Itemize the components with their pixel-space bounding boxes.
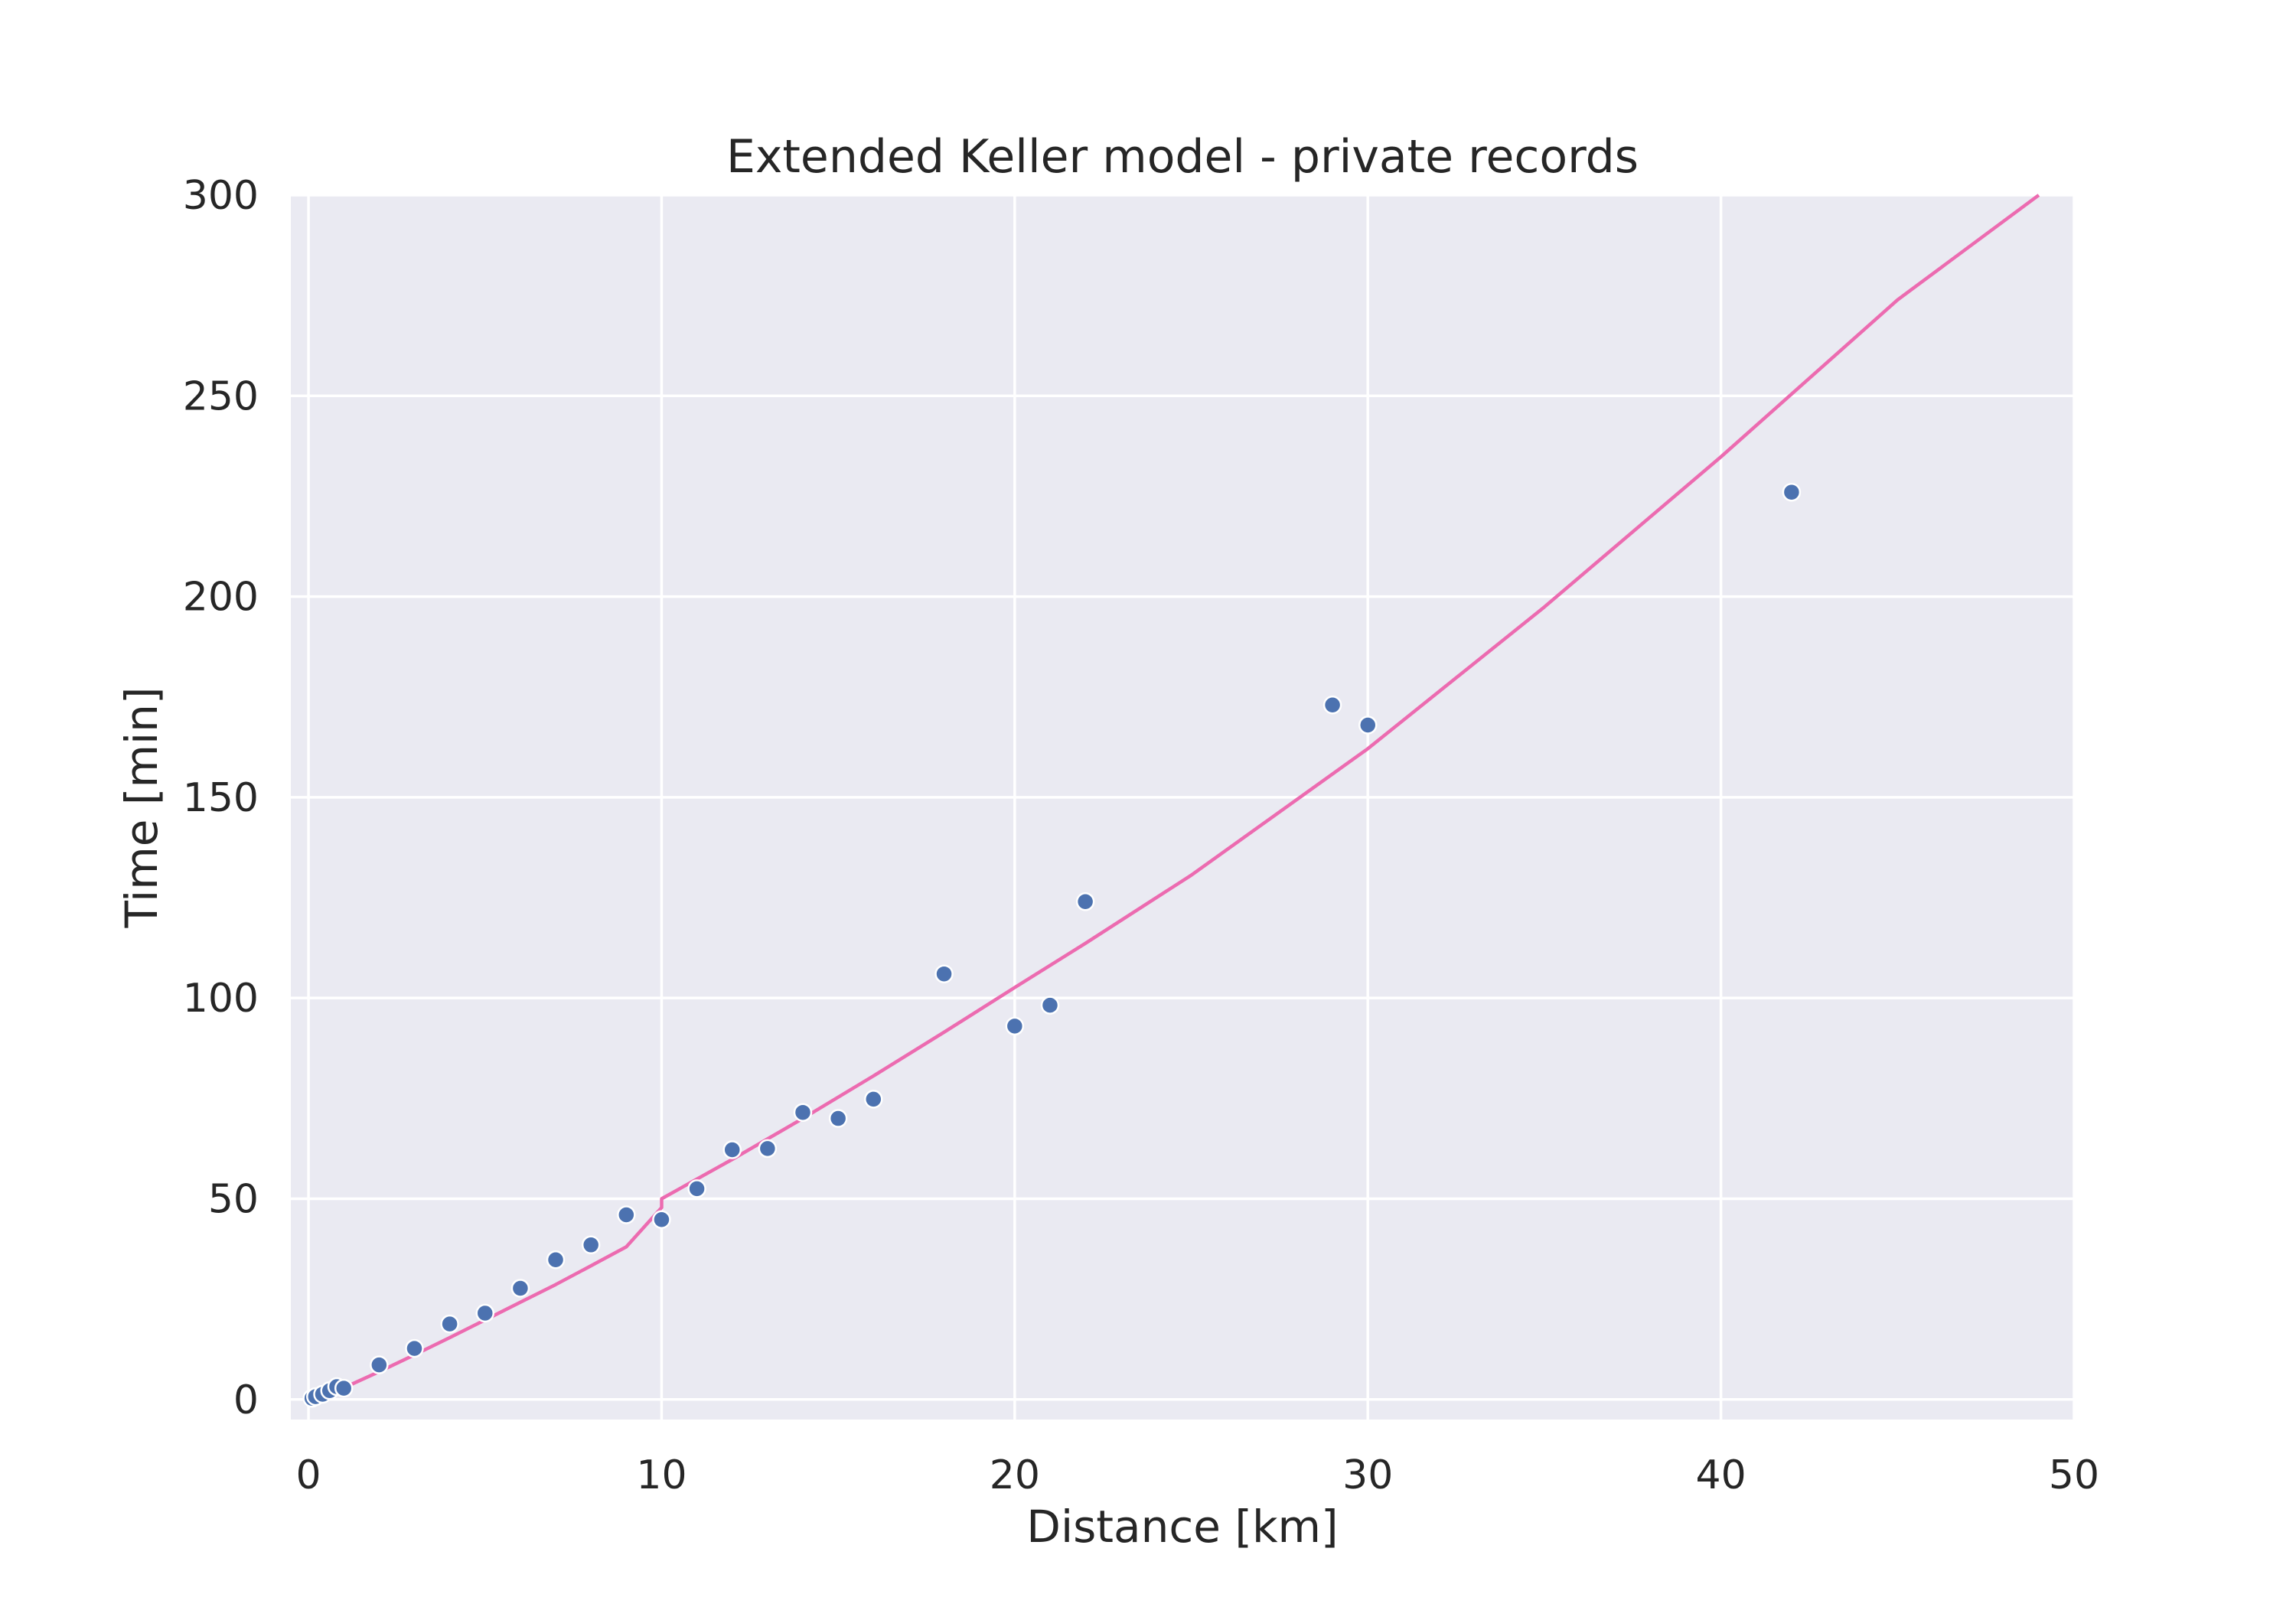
scatter-point — [440, 1314, 459, 1334]
plot-background — [291, 195, 2074, 1420]
x-tick-label: 10 — [636, 1452, 687, 1498]
scatter-point — [828, 1109, 848, 1128]
scatter-point — [934, 964, 954, 983]
y-tick-label: 50 — [208, 1176, 259, 1222]
scatter-point — [722, 1140, 742, 1159]
scatter-point — [510, 1279, 530, 1298]
scatter-points — [302, 482, 1802, 1408]
scatter-point — [1075, 892, 1095, 911]
y-tick-label: 150 — [183, 775, 259, 821]
scatter-point — [793, 1103, 813, 1122]
scatter-point — [617, 1205, 636, 1224]
y-axis-label: Time [min] — [116, 686, 168, 928]
y-tick-label: 200 — [183, 575, 259, 621]
model-line-path — [308, 194, 2040, 1401]
scatter-point — [1005, 1016, 1025, 1036]
x-tick-labels: 0 10 20 30 40 50 — [296, 1452, 2100, 1498]
scatter-point — [475, 1303, 495, 1323]
scatter-point — [1782, 482, 1802, 502]
y-tick-label: 0 — [233, 1377, 259, 1423]
y-tick-label: 250 — [183, 373, 259, 419]
grid — [291, 194, 2076, 1420]
scatter-point — [1040, 996, 1060, 1015]
chart-title: Extended Keller model - private records — [726, 130, 1639, 184]
scatter-point — [1322, 695, 1342, 715]
y-tick-label: 100 — [183, 976, 259, 1022]
scatter-point — [758, 1139, 778, 1159]
y-tick-labels: 0 50 100 150 200 250 300 — [183, 173, 259, 1423]
scatter-point — [581, 1235, 601, 1255]
scatter-point — [864, 1090, 883, 1109]
scatter-point — [687, 1179, 706, 1198]
y-tick-label: 300 — [183, 173, 259, 219]
scatter-point — [405, 1338, 424, 1358]
x-tick-label: 0 — [296, 1452, 321, 1498]
x-axis-label: Distance [km] — [1026, 1501, 1338, 1553]
x-tick-label: 50 — [2049, 1452, 2099, 1498]
model-line — [308, 194, 2040, 1401]
scatter-point — [1358, 715, 1378, 735]
x-tick-label: 20 — [990, 1452, 1040, 1498]
scatter-point — [370, 1355, 389, 1374]
x-tick-label: 30 — [1342, 1452, 1393, 1498]
x-tick-label: 40 — [1696, 1452, 1746, 1498]
scatter-point — [652, 1210, 671, 1230]
scatter-point — [546, 1250, 566, 1270]
scatter-point — [334, 1378, 354, 1398]
